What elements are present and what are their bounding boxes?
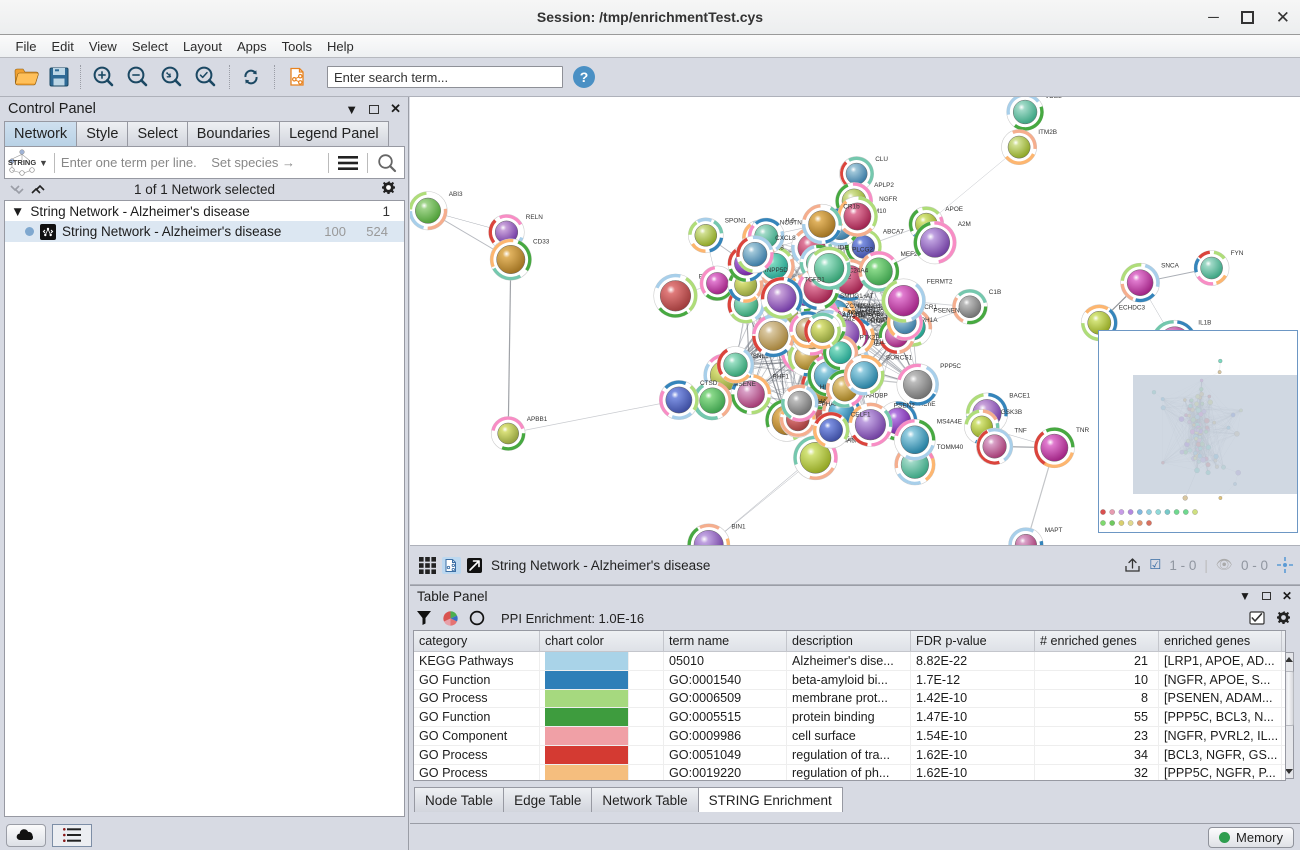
svg-text:C1B: C1B bbox=[989, 289, 1001, 296]
svg-text:A2M: A2M bbox=[958, 221, 971, 228]
svg-text:MS4A4E: MS4A4E bbox=[937, 419, 962, 426]
svg-text:BACE1: BACE1 bbox=[1009, 392, 1030, 399]
svg-text:CELF1: CELF1 bbox=[851, 412, 871, 419]
svg-text:FERMT2: FERMT2 bbox=[927, 278, 953, 285]
svg-text:PHF1: PHF1 bbox=[773, 374, 790, 381]
svg-text:SMUG1: SMUG1 bbox=[840, 293, 863, 300]
svg-text:APBB1: APBB1 bbox=[527, 416, 548, 423]
svg-text:CD33: CD33 bbox=[533, 238, 550, 245]
svg-text:BIN1: BIN1 bbox=[731, 523, 746, 530]
svg-text:ABCA1: ABCA1 bbox=[842, 312, 863, 319]
svg-text:PSENEN: PSENEN bbox=[933, 308, 960, 315]
svg-text:TOMM40: TOMM40 bbox=[937, 444, 964, 451]
svg-text:PLCG2: PLCG2 bbox=[852, 246, 873, 253]
svg-text:PSEN2: PSEN2 bbox=[894, 402, 915, 409]
svg-text:ABI3: ABI3 bbox=[449, 191, 463, 198]
svg-text:ECHDC3: ECHDC3 bbox=[1119, 304, 1146, 311]
svg-text:RELN: RELN bbox=[526, 214, 543, 221]
svg-text:APLP2: APLP2 bbox=[874, 182, 894, 189]
svg-text:INPP5D: INPP5D bbox=[765, 267, 788, 274]
svg-text:APOE: APOE bbox=[945, 206, 963, 213]
svg-text:CTSD: CTSD bbox=[700, 380, 718, 387]
svg-text:PTK2B: PTK2B bbox=[860, 335, 880, 342]
svg-text:VDEL: VDEL bbox=[1045, 97, 1062, 100]
svg-text:PPP5C: PPP5C bbox=[940, 363, 961, 370]
svg-text:CXCL8: CXCL8 bbox=[775, 235, 796, 242]
svg-text:ITM2B: ITM2B bbox=[1038, 129, 1057, 136]
svg-text:GSK3B: GSK3B bbox=[1001, 409, 1022, 416]
svg-text:SNCA: SNCA bbox=[1161, 263, 1179, 270]
svg-text:ABCA7: ABCA7 bbox=[883, 228, 904, 235]
svg-text:IL1B: IL1B bbox=[1198, 320, 1211, 327]
svg-text:CR1: CR1 bbox=[924, 304, 937, 311]
svg-text:CR1b: CR1b bbox=[843, 204, 860, 211]
svg-text:SPON1: SPON1 bbox=[725, 217, 747, 224]
svg-text:MAPT: MAPT bbox=[1045, 527, 1063, 534]
svg-text:STRING: STRING bbox=[8, 158, 37, 167]
svg-text:CLU: CLU bbox=[875, 156, 888, 163]
svg-text:TNF: TNF bbox=[1014, 428, 1027, 435]
svg-text:TNR: TNR bbox=[1076, 427, 1090, 434]
svg-text:FYN: FYN bbox=[1231, 250, 1244, 257]
svg-text:SORCS1: SORCS1 bbox=[886, 354, 913, 361]
svg-text:TGFB1: TGFB1 bbox=[804, 277, 825, 284]
svg-text:NGFR: NGFR bbox=[879, 196, 897, 203]
svg-text:IL6: IL6 bbox=[786, 218, 795, 225]
